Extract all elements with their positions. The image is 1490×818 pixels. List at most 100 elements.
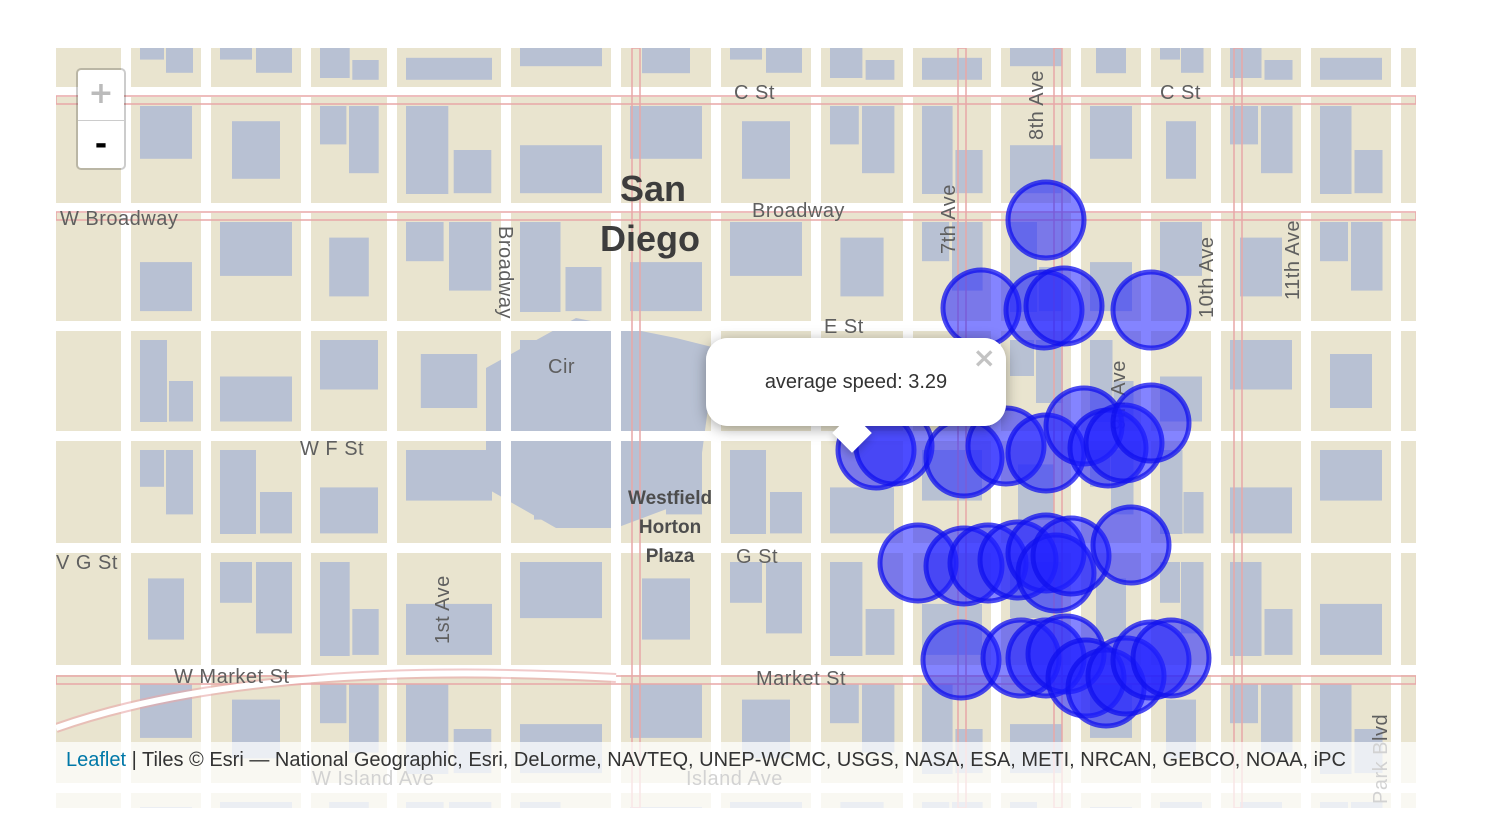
building	[730, 450, 766, 534]
attribution-bar: Leaflet | Tiles © Esri — National Geogra…	[56, 742, 1416, 808]
building	[406, 57, 492, 80]
building	[140, 48, 164, 60]
building	[565, 267, 602, 312]
building	[922, 57, 982, 80]
building	[862, 684, 895, 753]
building	[1320, 222, 1348, 262]
zoom-out-button[interactable]: -	[94, 127, 108, 162]
building	[406, 106, 449, 194]
building	[449, 222, 492, 291]
building	[1320, 603, 1382, 655]
popup-close-button[interactable]: ×	[972, 341, 996, 374]
zoom-control: + -	[76, 68, 126, 170]
building	[166, 450, 193, 515]
street-label: G St	[736, 546, 779, 568]
building	[1230, 487, 1292, 534]
building	[1354, 150, 1383, 194]
building	[830, 684, 859, 724]
building	[1090, 106, 1132, 159]
building	[630, 684, 702, 738]
road	[611, 48, 621, 808]
building	[320, 562, 350, 656]
road	[56, 543, 1416, 553]
city-label: San Diego	[600, 164, 700, 264]
attribution-text: | Tiles © Esri — National Geographic, Es…	[126, 749, 1346, 771]
building	[320, 487, 378, 534]
building	[220, 562, 252, 603]
freeway-core	[56, 670, 617, 731]
building	[1264, 609, 1293, 655]
building	[922, 106, 953, 194]
street-label: Broadway	[752, 200, 845, 222]
major-road	[56, 95, 1416, 105]
building	[630, 262, 702, 312]
building	[220, 376, 292, 422]
building	[352, 60, 379, 80]
speed-marker	[1110, 269, 1192, 351]
building	[830, 562, 863, 656]
speed-marker	[1110, 382, 1192, 464]
building	[140, 106, 192, 159]
building	[955, 150, 983, 194]
building	[766, 48, 802, 73]
building	[220, 48, 252, 60]
building	[770, 492, 802, 534]
poi-label-line1: Westfield	[628, 488, 713, 509]
street-label: W F St	[300, 438, 365, 460]
major-road	[1233, 48, 1243, 808]
building	[406, 222, 444, 262]
zoom-in-button[interactable]: +	[78, 70, 124, 121]
building	[840, 237, 884, 297]
building	[520, 222, 561, 312]
street-label: V G St	[56, 552, 118, 574]
road	[56, 431, 1416, 441]
road	[501, 48, 511, 808]
street-label: W Market St	[174, 666, 290, 688]
building	[1160, 222, 1202, 276]
building	[1261, 684, 1293, 753]
building	[140, 340, 167, 422]
poi-label: Westfield Horton Plaza	[628, 484, 712, 571]
street-label: E St	[824, 316, 864, 338]
building	[220, 222, 292, 276]
street-label: Cir	[548, 356, 576, 378]
building	[140, 262, 192, 312]
poi-label-line3: Plaza	[645, 546, 695, 567]
building	[520, 562, 602, 619]
building	[320, 684, 347, 724]
building	[630, 106, 702, 159]
building	[922, 222, 950, 262]
building	[169, 381, 193, 422]
building	[830, 106, 859, 145]
building	[830, 48, 863, 78]
road	[811, 48, 821, 808]
road	[301, 48, 311, 808]
building	[1160, 562, 1180, 603]
building	[320, 106, 347, 145]
building	[730, 48, 762, 60]
poi-label-line2: Horton	[638, 517, 702, 538]
building	[1183, 492, 1204, 534]
building	[1160, 450, 1183, 534]
major-road	[56, 675, 1416, 685]
building	[1181, 48, 1204, 73]
map-container[interactable]: C St C St W Broadway Broadway E St W F St V G …	[56, 48, 1416, 808]
popup-text: average speed: 3.29	[764, 370, 948, 393]
building	[862, 106, 895, 174]
building	[329, 237, 369, 297]
building	[406, 603, 492, 655]
building	[1264, 60, 1293, 80]
road	[711, 48, 721, 808]
popup-content: average speed: 3.29	[706, 338, 1006, 426]
speed-marker	[1090, 504, 1172, 586]
speed-marker	[1130, 617, 1212, 699]
road	[56, 203, 1416, 213]
building	[352, 609, 379, 655]
city-label-line2: Diego	[600, 218, 701, 259]
building	[166, 48, 193, 73]
leaflet-link[interactable]: Leaflet	[66, 749, 127, 771]
speed-marker	[1023, 265, 1105, 347]
building	[260, 492, 292, 534]
building	[1230, 562, 1262, 656]
speed-marker	[1005, 179, 1087, 261]
